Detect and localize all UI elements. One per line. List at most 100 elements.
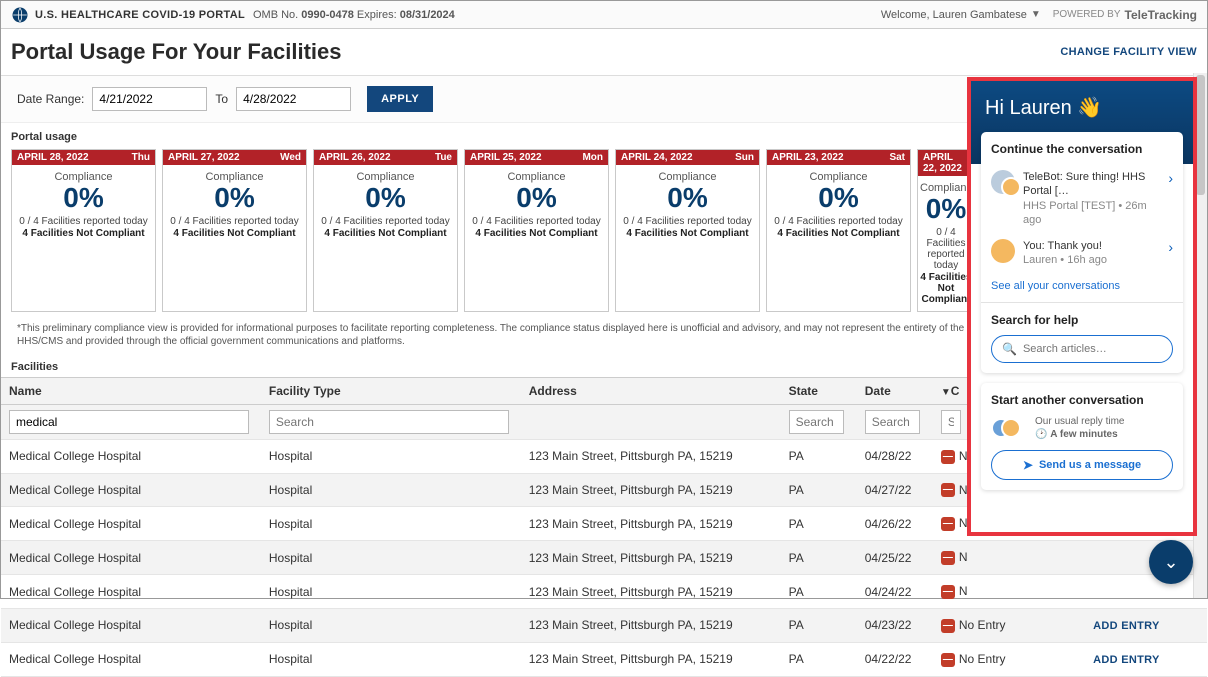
noentry-badge-icon: — <box>941 653 955 667</box>
card-date: APRIL 26, 2022 <box>319 152 391 163</box>
reported-text: 0 / 4 Facilities reported today <box>165 216 304 227</box>
help-search-box[interactable]: 🔍 <box>991 335 1173 363</box>
chat-conversation-item[interactable]: You: Thank you! Lauren • 16h ago › <box>991 233 1173 274</box>
filter-state-input[interactable] <box>789 410 844 434</box>
reply-time-label: Our usual reply time <box>1035 415 1124 429</box>
send-message-button[interactable]: ➤ Send us a message <box>991 450 1173 480</box>
cell-name: Medical College Hospital <box>1 439 261 473</box>
see-all-conversations-link[interactable]: See all your conversations <box>991 280 1120 292</box>
cell-name: Medical College Hospital <box>1 541 261 575</box>
compliance-card[interactable]: APRIL 23, 2022SatCompliance0%0 / 4 Facil… <box>766 149 911 312</box>
cell-type: Hospital <box>261 608 521 642</box>
cell-date: 04/27/22 <box>857 473 933 507</box>
help-search-input[interactable] <box>1023 343 1165 355</box>
reported-text: 0 / 4 Facilities reported today <box>618 216 757 227</box>
table-row[interactable]: Medical College HospitalHospital123 Main… <box>1 541 1207 575</box>
topbar: U.S. HEALTHCARE COVID-19 PORTAL OMB No. … <box>1 1 1207 29</box>
compliance-percent: 0% <box>316 183 455 214</box>
cell-state: PA <box>781 608 857 642</box>
table-row[interactable]: Medical College HospitalHospital123 Main… <box>1 642 1207 676</box>
cell-state: PA <box>781 439 857 473</box>
card-dow: Thu <box>132 152 150 163</box>
chat-conversation-item[interactable]: TeleBot: Sure thing! HHS Portal [… HHS P… <box>991 164 1173 233</box>
filter-name-input[interactable] <box>9 410 249 434</box>
search-icon: 🔍 <box>1002 342 1017 356</box>
not-compliant-text: 4 Facilities Not Compliant <box>14 228 153 239</box>
send-icon: ➤ <box>1023 458 1033 472</box>
conv-line1: TeleBot: Sure thing! HHS Portal [… <box>1023 170 1160 199</box>
table-row[interactable]: Medical College HospitalHospital123 Main… <box>1 608 1207 642</box>
cell-type: Hospital <box>261 575 521 609</box>
compliance-card[interactable]: APRIL 24, 2022SunCompliance0%0 / 4 Facil… <box>615 149 760 312</box>
compliance-card[interactable]: APRIL 27, 2022WedCompliance0%0 / 4 Facil… <box>162 149 307 312</box>
chat-start-label: Start another conversation <box>991 393 1173 407</box>
reported-text: 0 / 4 Facilities reported today <box>316 216 455 227</box>
filter-compliance-input[interactable] <box>941 410 961 434</box>
apply-button[interactable]: APPLY <box>367 86 433 112</box>
col-name[interactable]: Name <box>1 377 261 404</box>
avatar-stack-icon <box>991 416 1027 440</box>
date-range-label: Date Range: <box>17 92 84 106</box>
reported-text: 0 / 4 Facilities reported today <box>920 227 972 271</box>
not-compliant-text: 4 Facilities Not Compliant <box>467 228 606 239</box>
compliance-card[interactable]: APRIL 28, 2022ThuCompliance0%0 / 4 Facil… <box>11 149 156 312</box>
omb-info: OMB No. 0990-0478 Expires: 08/31/2024 <box>253 9 455 21</box>
compliance-percent: 0% <box>467 183 606 214</box>
noentry-badge-icon: — <box>941 450 955 464</box>
cell-address: 123 Main Street, Pittsburgh PA, 15219 <box>521 642 781 676</box>
not-compliant-text: 4 Facilities Not Compliant <box>769 228 908 239</box>
powered-by-label: POWERED BY <box>1053 9 1121 20</box>
cell-date: 04/24/22 <box>857 575 933 609</box>
compliance-percent: 0% <box>920 194 972 225</box>
cell-date: 04/28/22 <box>857 439 933 473</box>
col-type[interactable]: Facility Type <box>261 377 521 404</box>
card-dow: Sun <box>735 152 754 163</box>
table-row[interactable]: Medical College HospitalHospital123 Main… <box>1 575 1207 609</box>
cell-date: 04/26/22 <box>857 507 933 541</box>
filter-type-input[interactable] <box>269 410 509 434</box>
page-title: Portal Usage For Your Facilities <box>11 39 342 65</box>
card-dow: Wed <box>280 152 301 163</box>
chat-widget: Hi Lauren 👋 Continue the conversation Te… <box>967 77 1197 536</box>
reported-text: 0 / 4 Facilities reported today <box>769 216 908 227</box>
cell-date: 04/23/22 <box>857 608 933 642</box>
compliance-card[interactable]: APRIL 25, 2022MonCompliance0%0 / 4 Facil… <box>464 149 609 312</box>
reported-text: 0 / 4 Facilities reported today <box>14 216 153 227</box>
card-date: APRIL 27, 2022 <box>168 152 240 163</box>
date-to-input[interactable] <box>236 87 351 111</box>
compliance-percent: 0% <box>165 183 304 214</box>
cell-date: 04/22/22 <box>857 642 933 676</box>
card-dow: Mon <box>582 152 603 163</box>
noentry-badge-icon: — <box>941 585 955 599</box>
chat-toggle-button[interactable]: ⌄ <box>1149 540 1193 584</box>
filter-date-input[interactable] <box>865 410 920 434</box>
col-state[interactable]: State <box>781 377 857 404</box>
compliance-card[interactable]: APRIL 26, 2022TueCompliance0%0 / 4 Facil… <box>313 149 458 312</box>
chevron-down-icon: ⌄ <box>1163 552 1178 573</box>
user-menu-caret-icon[interactable]: ▼ <box>1031 9 1041 20</box>
cell-compliance: —No Entry <box>933 642 1085 676</box>
cell-compliance: —N <box>933 575 1085 609</box>
col-address[interactable]: Address <box>521 377 781 404</box>
cell-state: PA <box>781 541 857 575</box>
cell-address: 123 Main Street, Pittsburgh PA, 15219 <box>521 507 781 541</box>
chat-search-label: Search for help <box>991 313 1173 327</box>
change-facility-view-link[interactable]: CHANGE FACILITY VIEW <box>1060 46 1197 58</box>
powered-by-brand: TeleTracking <box>1125 8 1197 22</box>
col-date[interactable]: Date <box>857 377 933 404</box>
cell-address: 123 Main Street, Pittsburgh PA, 15219 <box>521 473 781 507</box>
card-date: APRIL 23, 2022 <box>772 152 844 163</box>
add-entry-link[interactable]: ADD ENTRY <box>1093 654 1159 666</box>
date-from-input[interactable] <box>92 87 207 111</box>
noentry-badge-icon: — <box>941 619 955 633</box>
cell-compliance: —No Entry <box>933 608 1085 642</box>
cell-type: Hospital <box>261 541 521 575</box>
reply-time-value: 🕑 A few minutes <box>1035 428 1124 442</box>
add-entry-link[interactable]: ADD ENTRY <box>1093 620 1159 632</box>
cell-address: 123 Main Street, Pittsburgh PA, 15219 <box>521 575 781 609</box>
not-compliant-text: 4 Facilities Not Compliant <box>618 228 757 239</box>
cell-name: Medical College Hospital <box>1 608 261 642</box>
cell-date: 04/25/22 <box>857 541 933 575</box>
hhs-logo-icon <box>11 6 29 24</box>
card-date: APRIL 22, 2022 <box>923 152 969 174</box>
